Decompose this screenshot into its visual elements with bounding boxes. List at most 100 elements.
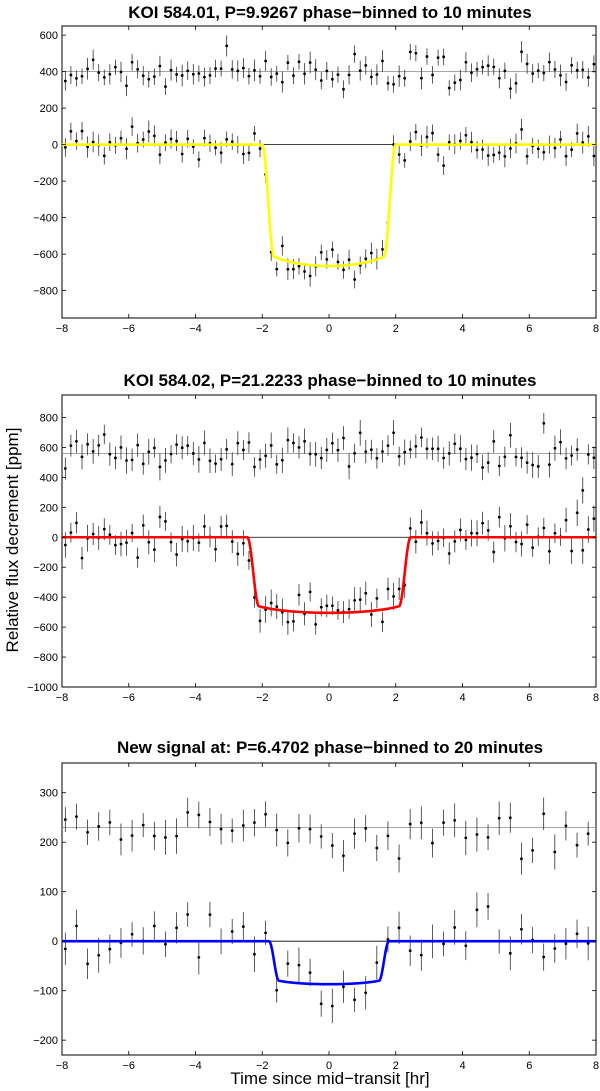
- y-tick-label: −800: [33, 652, 58, 664]
- data-point: [314, 68, 318, 72]
- data-point: [436, 447, 440, 451]
- data-point: [219, 827, 223, 831]
- data-point: [586, 76, 590, 79]
- data-point: [186, 444, 190, 448]
- y-tick-label: −200: [33, 176, 58, 188]
- data-point: [125, 459, 128, 462]
- data-point: [308, 274, 312, 278]
- data-point: [431, 447, 434, 451]
- y-tick-label: 800: [40, 412, 58, 424]
- data-point: [225, 137, 229, 141]
- data-point: [119, 136, 123, 140]
- data-point: [542, 526, 546, 530]
- data-point: [419, 953, 423, 957]
- data-point: [564, 80, 568, 84]
- data-point: [525, 461, 529, 465]
- data-point: [575, 843, 579, 847]
- data-point: [69, 73, 73, 77]
- data-point: [214, 67, 217, 70]
- data-point: [581, 548, 585, 552]
- data-point: [141, 138, 145, 141]
- data-point: [531, 848, 534, 852]
- data-point: [447, 552, 451, 555]
- data-point: [408, 140, 412, 143]
- data-point: [592, 62, 596, 66]
- data-point: [520, 927, 523, 931]
- y-tick-label: 600: [40, 30, 58, 42]
- data-point: [147, 130, 151, 133]
- panel-3-title: New signal at: P=6.4702 phase−binned to …: [117, 738, 543, 757]
- data-point: [319, 456, 323, 460]
- x-tick-label: 0: [326, 692, 332, 704]
- panel-3-axes-box: [61, 762, 597, 1056]
- x-tick-label: 2: [393, 692, 399, 704]
- data-point: [397, 857, 401, 860]
- data-point: [464, 538, 468, 542]
- data-point: [497, 816, 501, 820]
- data-point: [503, 69, 507, 73]
- data-point: [486, 154, 490, 157]
- data-point: [297, 264, 301, 268]
- data-point: [481, 466, 485, 469]
- data-point: [514, 81, 518, 85]
- x-tick-label: 6: [526, 1060, 532, 1072]
- data-point: [486, 905, 490, 908]
- data-point: [91, 140, 95, 144]
- data-point: [347, 465, 351, 468]
- data-point: [375, 73, 379, 76]
- x-tick-label: −2: [256, 323, 269, 335]
- data-point: [431, 131, 434, 135]
- data-point: [125, 147, 128, 151]
- data-point: [130, 458, 134, 462]
- data-point: [175, 443, 179, 447]
- data-point: [330, 604, 334, 608]
- data-point: [347, 258, 351, 262]
- panel-2: KOI 584.02, P=21.2233 phase−binned to 10…: [27, 371, 599, 704]
- data-point: [531, 72, 535, 75]
- data-point: [125, 541, 128, 545]
- data-point: [63, 467, 67, 470]
- data-point: [247, 74, 251, 78]
- data-point: [197, 72, 201, 75]
- data-point: [75, 439, 78, 443]
- data-point: [102, 154, 106, 158]
- data-point: [80, 129, 84, 133]
- data-point: [119, 838, 123, 841]
- data-point: [169, 540, 173, 544]
- data-point: [158, 515, 162, 519]
- y-tick-label: −800: [33, 286, 58, 298]
- data-point: [186, 69, 190, 73]
- data-point: [330, 441, 334, 445]
- data-point: [275, 605, 279, 609]
- data-point: [86, 442, 89, 446]
- data-point: [497, 515, 501, 519]
- data-point: [592, 456, 596, 460]
- data-point: [547, 463, 551, 466]
- data-point: [147, 77, 151, 81]
- panel-3: New signal at: P=6.4702 phase−binned to …: [33, 738, 599, 1072]
- data-point: [108, 72, 112, 76]
- data-point: [330, 77, 334, 81]
- data-point: [319, 835, 323, 838]
- data-point: [475, 531, 479, 535]
- y-tick-label: 200: [40, 502, 58, 514]
- data-point: [559, 138, 562, 141]
- data-point: [342, 436, 345, 440]
- data-point: [97, 71, 101, 74]
- data-point: [536, 69, 540, 73]
- data-point: [114, 456, 117, 460]
- data-point: [581, 489, 585, 492]
- data-point: [169, 68, 173, 72]
- data-point: [75, 139, 78, 143]
- data-point: [230, 462, 234, 466]
- data-point: [486, 64, 490, 68]
- data-point: [425, 135, 429, 139]
- data-point: [464, 944, 468, 948]
- panel-3-ticks: −8 −6 −4 −2 0 2 4 6 8 −200 −100 0 100 200 300: [33, 763, 599, 1072]
- data-point: [375, 961, 379, 965]
- x-tick-label: 0: [326, 323, 332, 335]
- data-point: [236, 552, 240, 556]
- x-tick-label: 6: [526, 323, 532, 335]
- data-point: [152, 446, 156, 450]
- data-point: [364, 991, 368, 995]
